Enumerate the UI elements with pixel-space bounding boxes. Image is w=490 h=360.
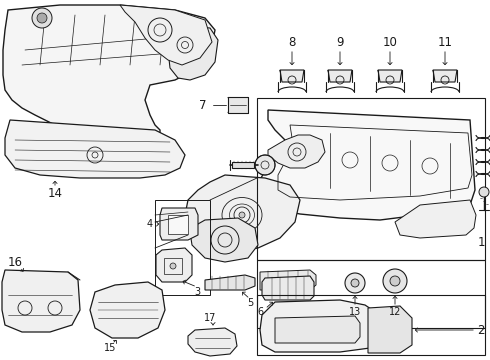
Text: 13: 13 — [349, 307, 361, 317]
Polygon shape — [328, 70, 352, 82]
Polygon shape — [280, 70, 304, 82]
Circle shape — [170, 263, 176, 269]
Circle shape — [255, 155, 275, 175]
Text: 4: 4 — [147, 219, 153, 229]
Circle shape — [160, 10, 176, 26]
Polygon shape — [190, 218, 258, 262]
Polygon shape — [185, 175, 300, 252]
Polygon shape — [156, 248, 192, 282]
Text: 8: 8 — [288, 36, 295, 49]
Circle shape — [164, 14, 172, 22]
Text: 16: 16 — [7, 256, 23, 269]
Text: 1: 1 — [477, 235, 485, 248]
Bar — [257, 98, 485, 260]
Circle shape — [345, 273, 365, 293]
Circle shape — [37, 13, 47, 23]
Polygon shape — [260, 270, 316, 290]
Text: 12: 12 — [389, 307, 401, 317]
Text: 10: 10 — [383, 36, 397, 49]
Bar — [228, 97, 248, 113]
Text: 6: 6 — [257, 307, 263, 317]
Polygon shape — [160, 208, 198, 240]
Polygon shape — [395, 200, 476, 238]
Text: 14: 14 — [48, 186, 63, 199]
Text: 9: 9 — [336, 36, 344, 49]
Polygon shape — [168, 25, 218, 80]
Polygon shape — [5, 120, 185, 178]
Circle shape — [351, 279, 359, 287]
Polygon shape — [232, 162, 254, 168]
Polygon shape — [168, 215, 188, 234]
Polygon shape — [268, 135, 325, 168]
Polygon shape — [275, 316, 360, 343]
Bar — [257, 295, 485, 355]
Text: 5: 5 — [247, 298, 253, 308]
Circle shape — [383, 269, 407, 293]
Circle shape — [479, 187, 489, 197]
Polygon shape — [378, 70, 402, 82]
Text: 17: 17 — [204, 313, 216, 323]
Circle shape — [32, 8, 52, 28]
Polygon shape — [260, 300, 388, 352]
Circle shape — [316, 326, 324, 334]
Circle shape — [239, 212, 245, 218]
Polygon shape — [90, 282, 165, 338]
Text: 15: 15 — [104, 343, 116, 353]
Polygon shape — [262, 276, 314, 300]
Text: 2: 2 — [477, 324, 485, 337]
Polygon shape — [368, 306, 412, 353]
Polygon shape — [260, 110, 475, 220]
Polygon shape — [3, 5, 215, 155]
Text: 3: 3 — [194, 287, 200, 297]
Bar — [155, 200, 210, 295]
Text: 11: 11 — [438, 36, 452, 49]
Bar — [257, 328, 485, 356]
Text: 7: 7 — [199, 99, 207, 112]
Polygon shape — [120, 5, 212, 65]
Polygon shape — [433, 70, 457, 82]
Bar — [257, 260, 485, 328]
Polygon shape — [188, 328, 237, 356]
Circle shape — [390, 276, 400, 286]
Polygon shape — [2, 270, 80, 332]
Polygon shape — [205, 275, 255, 290]
